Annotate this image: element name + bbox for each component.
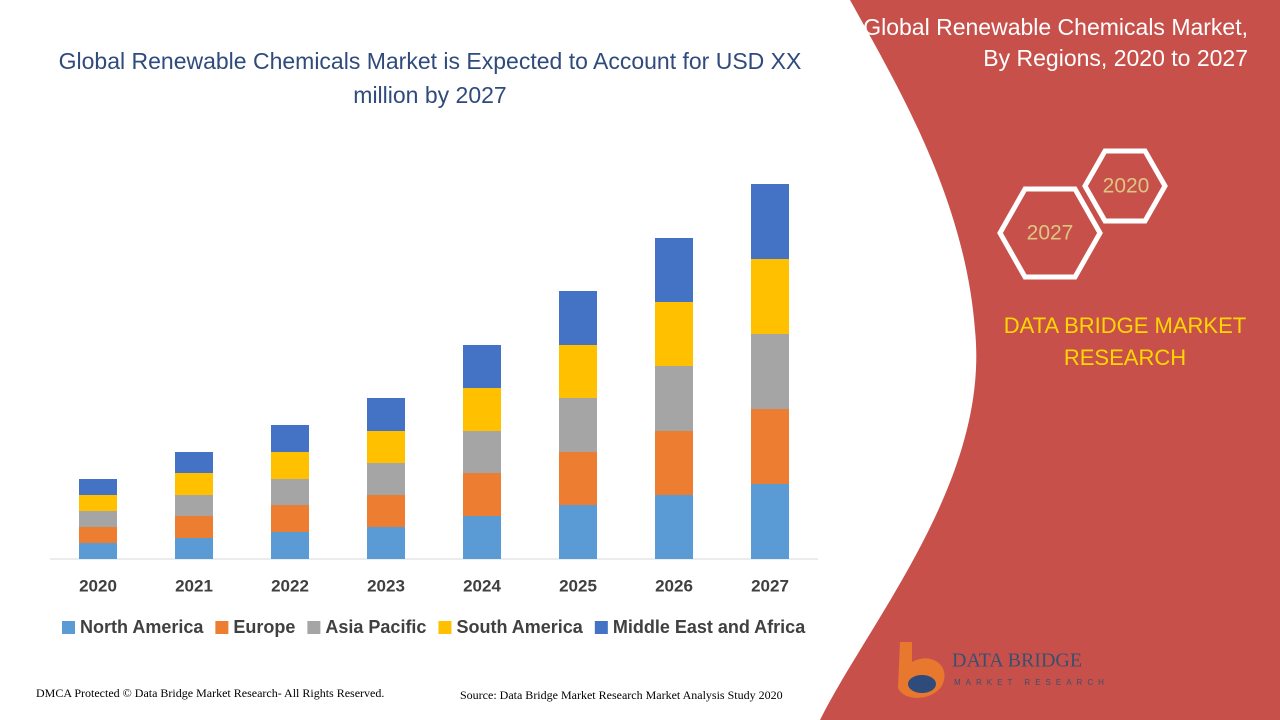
bar-segment	[367, 495, 405, 527]
bar-segment	[79, 495, 117, 511]
legend-label: Asia Pacific	[325, 617, 426, 637]
bar-segment	[175, 452, 213, 473]
bar-segment	[559, 398, 597, 452]
source: Source: Data Bridge Market Research Mark…	[460, 688, 783, 702]
bar-segment	[559, 505, 597, 559]
bar-segment	[655, 302, 693, 366]
logo-mark	[908, 675, 936, 693]
legend-swatch	[438, 621, 452, 634]
bar-segment	[79, 511, 117, 527]
x-tick-label: 2023	[367, 576, 405, 595]
x-tick-label: 2024	[463, 576, 501, 595]
bar-segment	[751, 334, 789, 409]
bar-segment	[367, 431, 405, 463]
bar-segment	[463, 431, 501, 473]
bar-segment	[271, 532, 309, 559]
bar-segment	[79, 479, 117, 495]
bar-segment	[175, 516, 213, 538]
bar-segment	[655, 366, 693, 431]
bar-segment	[463, 473, 501, 516]
x-tick-label: 2025	[559, 576, 597, 595]
bar-segment	[367, 463, 405, 495]
hexagon	[1082, 148, 1168, 224]
bar-segment	[175, 473, 213, 495]
x-tick-label: 2020	[79, 576, 117, 595]
legend-label: Europe	[233, 617, 295, 637]
bar-segment	[175, 538, 213, 559]
legend-label: North America	[80, 617, 204, 637]
x-tick-label: 2026	[655, 576, 693, 595]
bar-segment	[79, 527, 117, 543]
panel-title: Global Renewable Chemicals Market, By Re…	[863, 14, 1248, 71]
x-tick-label: 2021	[175, 576, 213, 595]
legend-label: South America	[456, 617, 583, 637]
bar-segment	[559, 291, 597, 345]
bar-segment	[751, 184, 789, 259]
bar-segment	[79, 543, 117, 559]
hex-label: 2020	[1103, 175, 1150, 198]
bar-segment	[271, 505, 309, 532]
bar-segment	[559, 452, 597, 505]
chart-title: Global Renewable Chemicals Market is Exp…	[58, 48, 802, 108]
bar-segment	[175, 495, 213, 516]
bar-segment	[271, 479, 309, 505]
bar-segment	[751, 409, 789, 484]
logo: DATA BRIDGE MARKET RESEARCH	[898, 642, 1109, 698]
bar-segment	[655, 238, 693, 302]
logo-tagline: MARKET RESEARCH	[954, 678, 1109, 687]
bar-segment	[655, 431, 693, 495]
bar-segment	[751, 484, 789, 559]
bar-segment	[271, 452, 309, 479]
bar-segment	[463, 388, 501, 431]
x-tick-label: 2027	[751, 576, 789, 595]
hexagon	[997, 186, 1103, 280]
x-tick-label: 2022	[271, 576, 309, 595]
legend-swatch	[594, 621, 608, 634]
side-panel	[820, 0, 1280, 720]
hex-label: 2027	[1027, 222, 1074, 245]
legend-swatch	[307, 621, 321, 634]
bar-segment	[559, 345, 597, 398]
bar-segment	[751, 259, 789, 334]
copyright: DMCA Protected © Data Bridge Market Rese…	[36, 686, 385, 700]
brand: DATA BRIDGE MARKET RESEARCH	[1003, 313, 1247, 370]
legend-label: Middle East and Africa	[613, 617, 806, 637]
legend-swatch	[215, 621, 229, 634]
legend-swatch	[62, 621, 75, 634]
bar-segment	[271, 425, 309, 452]
bar-segment	[655, 495, 693, 559]
bar-segment	[463, 516, 501, 559]
bar-segment	[367, 398, 405, 431]
logo-text: DATA BRIDGE	[952, 650, 1082, 672]
bar-segment	[367, 527, 405, 559]
bar-segment	[463, 345, 501, 388]
